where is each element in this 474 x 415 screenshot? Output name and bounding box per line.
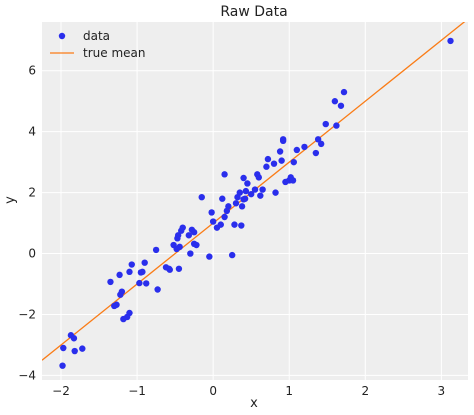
data-point [208, 209, 215, 216]
data-point [238, 222, 245, 229]
legend-label: true mean [83, 46, 145, 60]
data-point [231, 221, 238, 228]
data-point [251, 186, 259, 193]
x-axis: −2 −1 0 1 2 3 [52, 384, 445, 398]
x-tick-label: −2 [52, 384, 70, 398]
data-point [255, 174, 263, 181]
data-point [175, 265, 183, 272]
data-point [225, 203, 232, 210]
x-tick-label: 2 [361, 384, 369, 398]
data-point [340, 88, 348, 96]
data-point [259, 186, 266, 193]
data-point [221, 171, 228, 178]
data-point [247, 190, 255, 198]
data-point [322, 120, 329, 128]
chart-title: Raw Data [220, 4, 287, 20]
data-point [152, 246, 160, 254]
y-tick-label: 2 [28, 186, 36, 200]
x-tick-label: −1 [128, 384, 146, 398]
y-tick-label: −2 [18, 307, 36, 321]
y-tick-label: −4 [18, 368, 36, 382]
data-point [278, 157, 285, 164]
data-point [241, 195, 249, 202]
legend-marker-data [58, 32, 66, 40]
data-point [107, 278, 114, 286]
data-point [154, 286, 161, 293]
data-point [264, 155, 272, 163]
data-point [317, 140, 325, 148]
data-point [113, 301, 120, 308]
data-point [333, 122, 340, 129]
data-point [190, 229, 198, 236]
data-point [193, 241, 200, 249]
data-point [139, 268, 146, 276]
data-point [219, 195, 226, 202]
legend-label: data [83, 29, 110, 43]
data-point [128, 261, 135, 268]
y-tick-label: 4 [28, 125, 36, 139]
data-point [228, 251, 236, 259]
axes-background [42, 22, 468, 380]
data-point [331, 98, 339, 105]
data-point [118, 288, 126, 295]
data-point [79, 345, 86, 352]
data-point [240, 174, 247, 182]
data-point [60, 344, 67, 352]
data-point [198, 193, 205, 201]
data-point [126, 268, 133, 276]
data-point [257, 192, 264, 199]
data-point [221, 213, 228, 221]
y-axis-label: y [3, 196, 18, 204]
y-tick-label: 0 [28, 247, 36, 261]
y-axis: −4 −2 0 2 4 6 [18, 64, 36, 383]
data-point [232, 200, 240, 207]
data-point [143, 280, 150, 287]
data-point [185, 232, 193, 239]
x-tick-label: 0 [209, 384, 217, 398]
data-point [270, 160, 278, 167]
data-point [279, 136, 287, 143]
data-point [314, 136, 322, 143]
data-point [312, 149, 320, 157]
data-point [236, 189, 243, 196]
legend: data true mean [50, 29, 145, 60]
data-point [263, 163, 270, 170]
data-point [206, 253, 213, 260]
data-point [141, 259, 148, 266]
data-point [217, 221, 224, 228]
data-point [290, 158, 297, 166]
data-point [136, 279, 143, 287]
data-point [179, 224, 186, 231]
data-point [209, 218, 217, 225]
data-point [293, 146, 301, 154]
x-tick-label: 1 [285, 384, 293, 398]
data-point [70, 335, 78, 342]
plot-area [42, 22, 468, 380]
data-point [289, 177, 297, 184]
data-point [166, 266, 173, 273]
data-point [126, 309, 133, 317]
data-point [116, 271, 123, 279]
data-point [187, 250, 194, 257]
data-point [176, 243, 183, 251]
data-point [301, 143, 308, 151]
data-point [244, 180, 251, 187]
x-tick-label: 3 [438, 384, 446, 398]
data-point [238, 203, 246, 210]
data-point [276, 148, 284, 155]
x-axis-label: x [250, 396, 258, 411]
data-point [447, 37, 454, 45]
data-point [242, 187, 250, 195]
data-point [272, 189, 279, 196]
y-tick-label: 6 [28, 64, 36, 78]
data-point [71, 347, 78, 355]
data-point [59, 362, 66, 369]
data-point [337, 102, 345, 109]
data-point [174, 232, 182, 239]
